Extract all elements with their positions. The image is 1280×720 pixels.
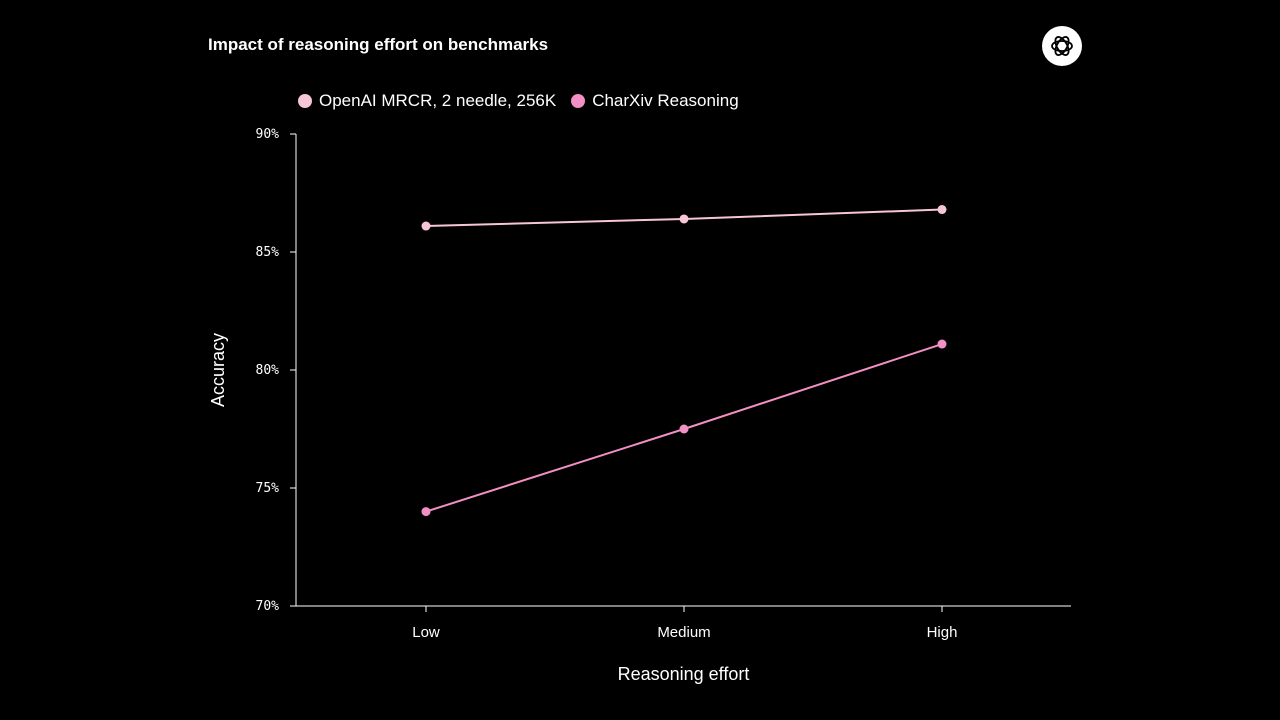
- chart-legend: OpenAI MRCR, 2 needle, 256K CharXiv Reas…: [298, 91, 754, 111]
- legend-swatch-charxiv: [571, 94, 586, 108]
- y-tick-label: 70%: [256, 599, 280, 614]
- data-point: [937, 339, 947, 349]
- x-tick-label: High: [927, 624, 958, 641]
- data-point: [679, 424, 689, 434]
- x-axis-ticks: Low Medium High: [412, 606, 957, 641]
- data-point: [421, 507, 431, 517]
- x-axis-title: Reasoning effort: [618, 664, 750, 684]
- y-tick-label: 90%: [256, 127, 280, 142]
- y-axis-title: Accuracy: [208, 333, 228, 407]
- openai-logo-glyph: [1051, 36, 1073, 56]
- x-tick-label: Medium: [657, 624, 710, 641]
- chart-title: Impact of reasoning effort on benchmarks: [208, 35, 549, 54]
- legend-label-charxiv: CharXiv Reasoning: [592, 91, 739, 110]
- data-point: [937, 205, 947, 215]
- y-tick-label: 80%: [256, 363, 280, 378]
- data-point: [421, 221, 431, 231]
- y-tick-label: 75%: [256, 481, 280, 496]
- legend-swatch-mrcr: [298, 94, 312, 108]
- x-tick-label: Low: [412, 624, 440, 641]
- legend-item-charxiv: CharXiv Reasoning: [571, 91, 739, 111]
- openai-logo-icon: [1042, 26, 1082, 66]
- series-layer: [421, 205, 947, 517]
- legend-item-mrcr: OpenAI MRCR, 2 needle, 256K: [298, 91, 556, 111]
- y-axis-ticks: 70% 75% 80% 85% 90%: [256, 127, 296, 614]
- legend-label-mrcr: OpenAI MRCR, 2 needle, 256K: [319, 91, 557, 110]
- data-point: [679, 214, 689, 224]
- y-tick-label: 85%: [256, 245, 280, 260]
